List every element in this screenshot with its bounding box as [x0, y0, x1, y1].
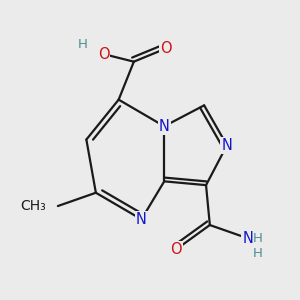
Text: N: N [242, 231, 253, 246]
Text: N: N [221, 138, 233, 153]
Text: O: O [98, 46, 109, 62]
Text: O: O [170, 242, 182, 257]
Text: CH₃: CH₃ [21, 199, 46, 213]
Text: N: N [136, 212, 147, 227]
Text: H: H [78, 38, 88, 51]
Text: O: O [160, 41, 172, 56]
Text: H: H [253, 232, 262, 245]
Text: H: H [253, 247, 262, 260]
Text: N: N [159, 119, 170, 134]
